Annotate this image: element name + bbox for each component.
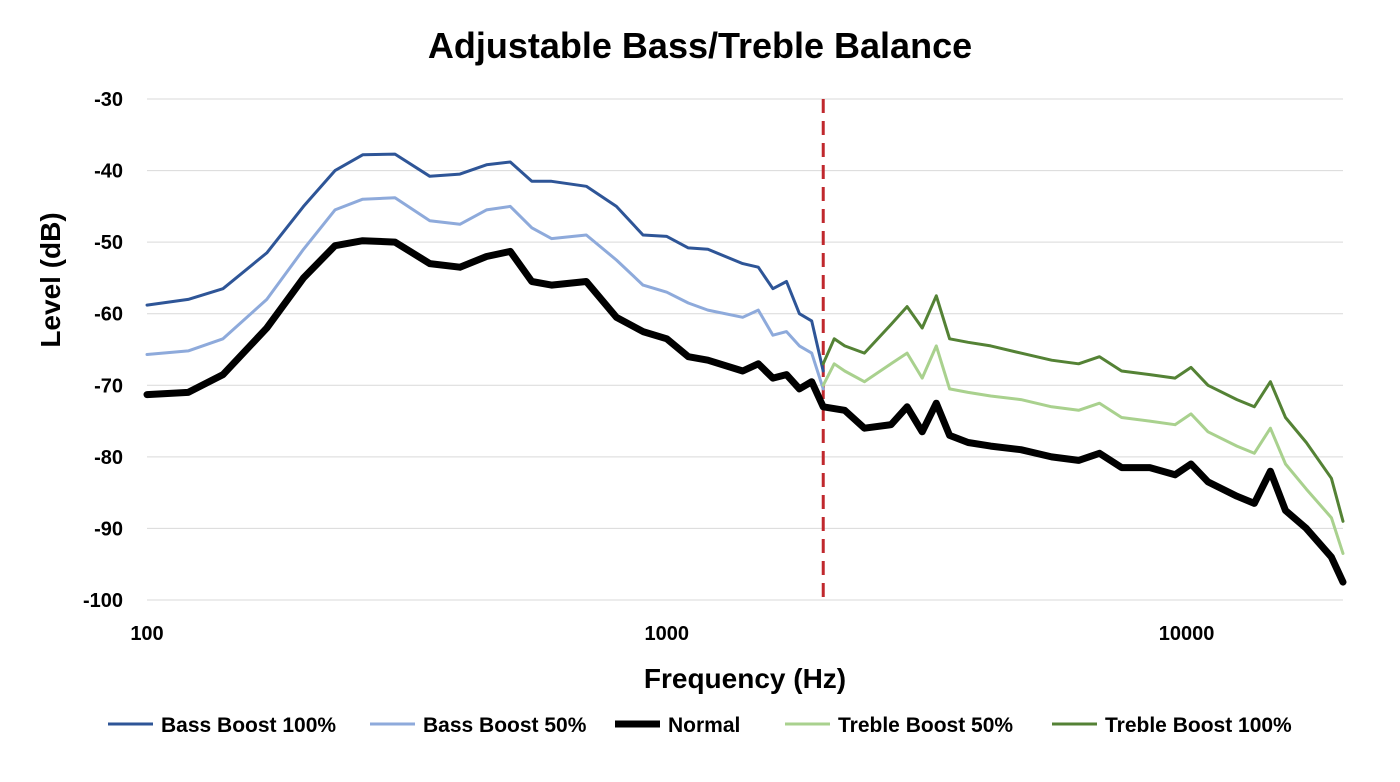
- y-tick-label: -50: [94, 232, 123, 254]
- x-tick-label: 100: [130, 623, 163, 645]
- x-axis-ticks: 100 1000 10000: [130, 623, 1214, 645]
- y-tick-label: -90: [94, 518, 123, 540]
- y-tick-label: -70: [94, 375, 123, 397]
- y-axis-title: Level (dB): [35, 212, 66, 347]
- legend-label: Treble Boost 50%: [838, 714, 1013, 737]
- legend: Bass Boost 100% Bass Boost 50% Normal Trebl…: [108, 714, 1292, 737]
- chart-title: Adjustable Bass/Treble Balance: [428, 25, 972, 66]
- y-tick-label: -100: [83, 590, 123, 612]
- series-lines: [143, 152, 1347, 586]
- legend-label: Normal: [668, 714, 740, 737]
- legend-label: Treble Boost 100%: [1105, 714, 1292, 737]
- y-tick-label: -30: [94, 89, 123, 111]
- series-line-1: [145, 196, 825, 391]
- legend-label: Bass Boost 100%: [161, 714, 336, 737]
- x-axis-title: Frequency (Hz): [644, 663, 846, 694]
- legend-label: Bass Boost 50%: [423, 714, 587, 737]
- y-tick-label: -80: [94, 447, 123, 469]
- gridlines: [147, 98, 1343, 601]
- series-line-4: [821, 294, 1345, 523]
- y-tick-label: -60: [94, 304, 123, 326]
- y-tick-label: -40: [94, 161, 123, 183]
- series-line-0: [145, 152, 825, 373]
- series-line-3: [821, 344, 1345, 555]
- series-line-2: [143, 237, 1347, 586]
- x-tick-label: 1000: [645, 623, 690, 645]
- x-tick-label: 10000: [1159, 623, 1215, 645]
- y-axis-ticks: -30 -40 -50 -60 -70 -80 -90 -100: [83, 89, 123, 612]
